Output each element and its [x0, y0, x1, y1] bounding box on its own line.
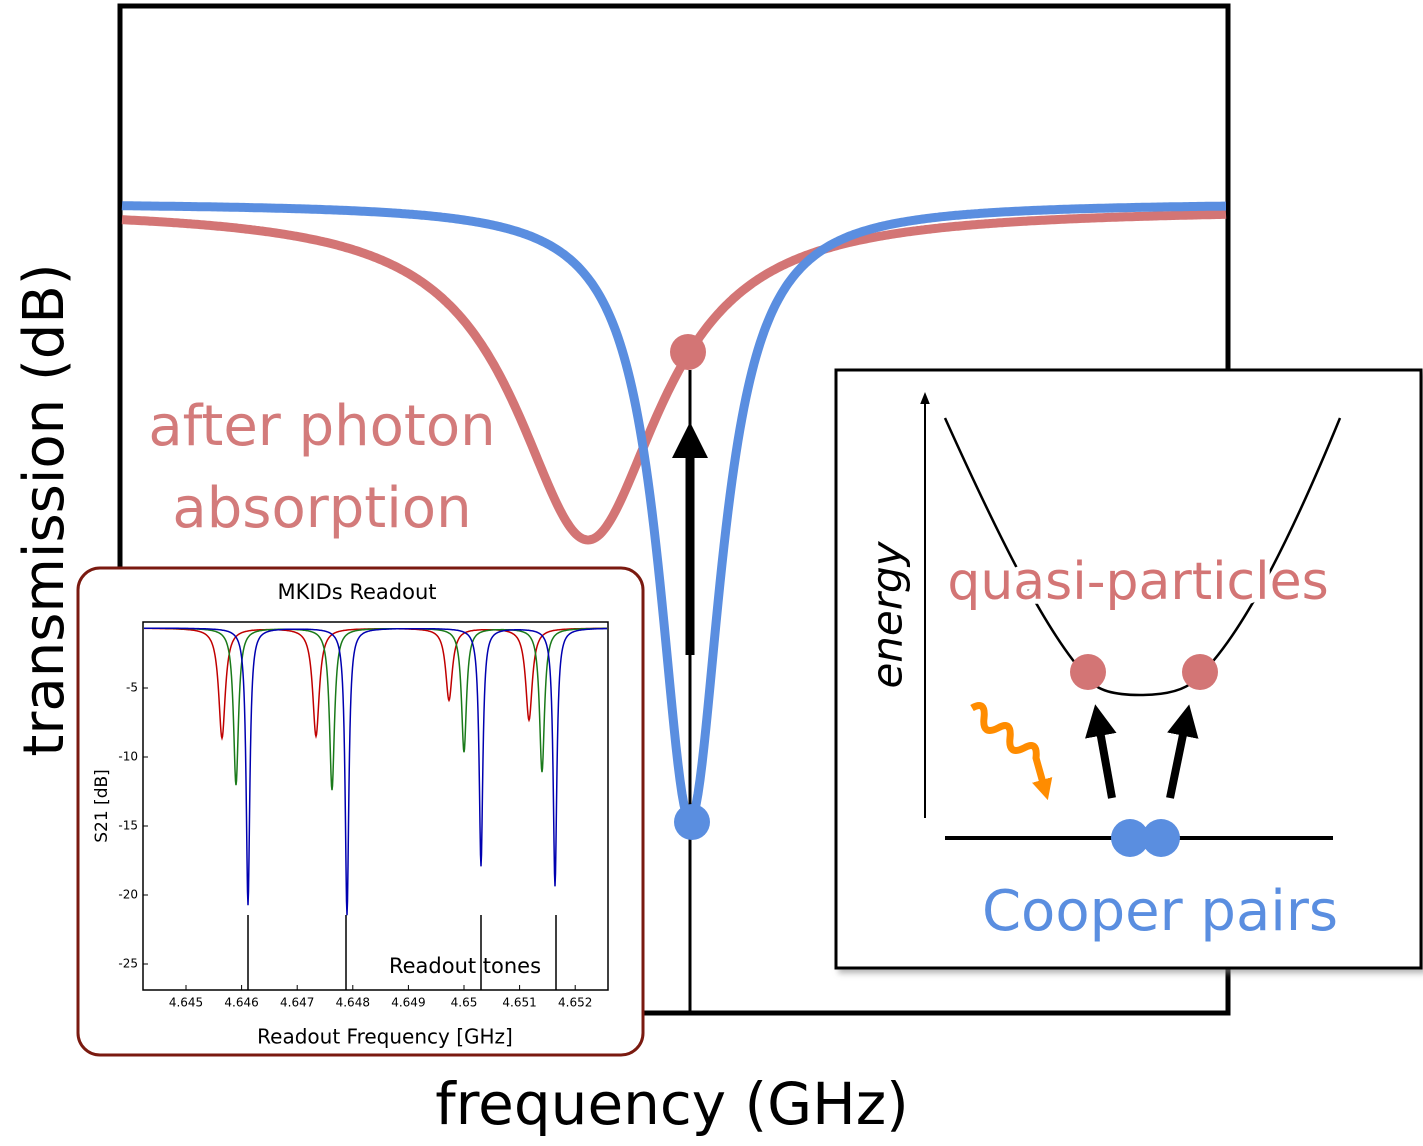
inset-x-label: Readout Frequency [GHz] [257, 1025, 513, 1049]
resonance-curve [121, 201, 1226, 826]
photon [970, 702, 1053, 801]
y-axis-label: transmission (dB) [12, 263, 77, 756]
blue-point [674, 804, 710, 840]
red-point [670, 334, 706, 370]
quasi-particle [1070, 654, 1106, 690]
inset-axes [142, 621, 609, 991]
main-plot: after photon absorption transmission (dB… [12, 3, 1231, 1138]
absorbed-curve [121, 209, 1227, 545]
inset-y-tick-label: -5 [126, 681, 138, 695]
inset-spectrum [144, 627, 607, 791]
annotation: after photon [148, 394, 495, 459]
inset-x-tick-label: 4.651 [502, 996, 536, 1010]
excitation-arrow [1085, 704, 1117, 799]
energy-label: energy [863, 540, 912, 688]
cooper-pair [1111, 819, 1149, 857]
inset-x-tick-label: 4.652 [558, 996, 592, 1010]
inset-y-tick-label: -15 [118, 819, 138, 833]
inset-y-label: S21 [dB] [92, 769, 112, 843]
energy-inset: energy quasi-particles Cooper pairs [834, 368, 1423, 970]
cooper-pair [1142, 819, 1180, 857]
inset-x-tick-label: 4.649 [391, 996, 425, 1010]
inset-x-tick-label: 4.645 [169, 996, 203, 1010]
inset-frame [834, 368, 1423, 970]
inset-x-tick-label: 4.65 [451, 996, 478, 1010]
dispersion-curve [943, 417, 1342, 697]
inset-x-tick-label: 4.646 [224, 996, 258, 1010]
inset-y-tick-label: -25 [118, 957, 138, 971]
inset-spectrum [144, 627, 607, 916]
inset-title: MKIDs Readout [277, 580, 436, 604]
quasi-particle [1182, 654, 1218, 690]
inset-y-tick-label: -10 [118, 750, 138, 764]
quasi-particle-label: quasi-particles [947, 552, 1328, 612]
annotation: absorption [172, 476, 471, 541]
x-axis-label: frequency (GHz) [435, 1070, 909, 1138]
inset-annotation: Readout tones [389, 954, 541, 978]
cooper-label: Cooper pairs [982, 879, 1338, 944]
inset-x-tick-label: 4.648 [336, 996, 370, 1010]
inset-x-tick-label: 4.647 [280, 996, 314, 1010]
excitation-arrow [1166, 704, 1199, 799]
readout-inset: MKIDs Readout S21 [dB] Readout Frequency… [76, 566, 645, 1057]
inset-frame [76, 566, 645, 1057]
inset-y-tick-label: -20 [118, 888, 138, 902]
